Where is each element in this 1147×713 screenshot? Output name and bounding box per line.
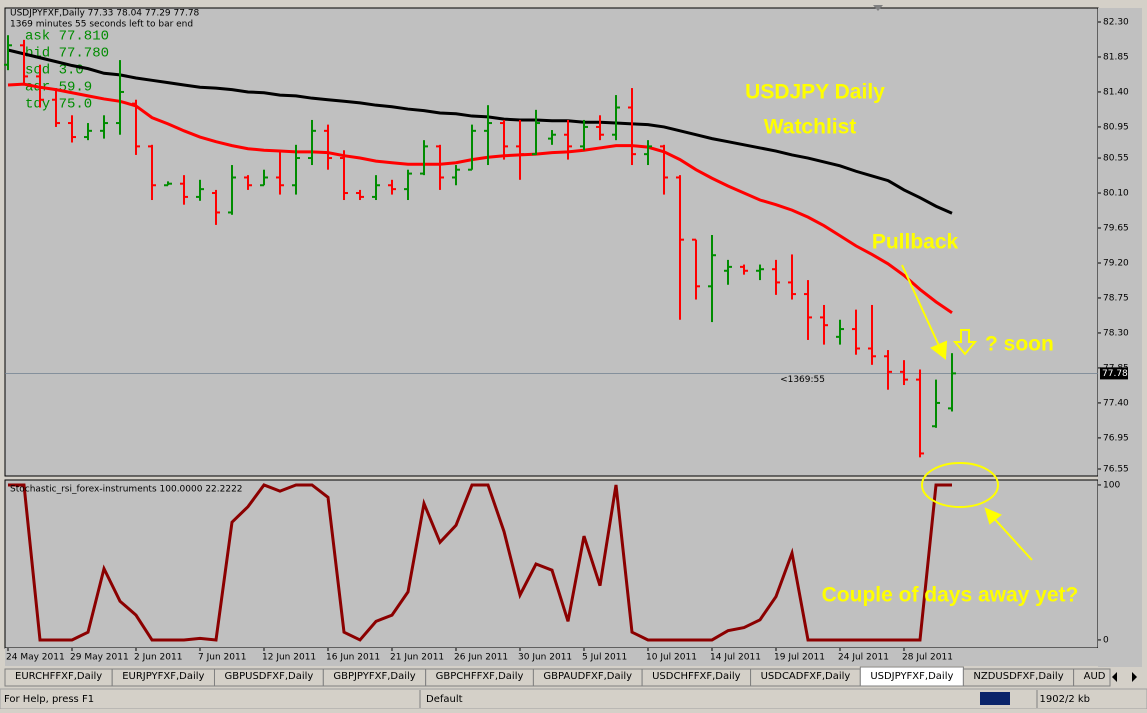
down-arrow [952,329,978,356]
annotation-shapes [901,264,1033,561]
y-tick-label: 77.40 [1103,398,1129,408]
tab-label[interactable]: GBPUSDFXF,Daily [224,671,313,682]
status-help: For Help, press F1 [4,694,94,705]
countdown: <1369:55 [780,375,825,385]
last-price-label: 77.78 [1102,369,1128,379]
x-tick-label: 24 May 2011 [6,653,65,663]
chart-subheader: 1369 minutes 55 seconds left to bar end [10,20,193,30]
status-traffic: 1902/2 kb [1040,694,1091,705]
moving-average [7,82,953,314]
tab-label[interactable]: USDCADFXF,Daily [761,671,851,682]
status-profile: Default [426,694,463,705]
last-price-box [1100,367,1128,380]
y-tick-label: 0 [1103,635,1109,645]
chart: 82.30 81.85 81.40 80.95 80.55 80.10 79.65 79.20… [4,17,1129,663]
y-tick-label: 82.30 [1103,17,1129,27]
y-tick-label: 80.55 [1103,154,1129,164]
y-tick-label: 81.40 [1103,87,1129,97]
indicator-line [8,483,952,642]
x-tick-label: 26 Jun 2011 [454,653,508,663]
x-tick-label: 10 Jul 2011 [646,653,697,663]
x-tick-label: 28 Jul 2011 [902,653,953,663]
y-tick-label: 78.30 [1103,328,1129,338]
x-tick-label: 7 Jun 2011 [198,653,246,663]
x-tick-label: 5 Jul 2011 [582,653,627,663]
connection-indicator [980,692,1010,705]
y-tick-label: 76.95 [1103,433,1129,443]
y-tick-label: 79.20 [1103,258,1129,268]
y-tick-label: 76.55 [1103,465,1129,475]
indicator-label: Stochastic_rsi_forex-instruments 100.000… [10,485,243,495]
time-scale [5,648,1098,666]
y-tick-label: 100 [1103,480,1120,490]
annotation: Watchlist [764,116,857,139]
x-tick-label: 29 May 2011 [70,653,129,663]
annotation: ? soon [985,333,1054,356]
status-bar [0,688,1147,710]
info-line: bid 77.780 [25,46,109,62]
chart-header: USDJPYFXF,Daily 77.33 78.04 77.29 77.78 [10,9,200,19]
tab-label[interactable]: GBPAUDFXF,Daily [543,671,632,682]
x-tick-label: 30 Jun 2011 [518,653,572,663]
tabs: EURCHFFXF,Daily EURJPYFXF,Daily GBPUSDFXF,… [4,666,1111,687]
indicator-panel [4,479,1099,649]
tab[interactable] [1073,668,1111,687]
annotation: USDJPY Daily [745,81,885,104]
tab-scroll-right[interactable] [1132,672,1137,682]
moving-average [7,48,953,215]
y-tick-label: 78.75 [1103,293,1129,303]
shift-marker [873,5,883,11]
info-line: ask 77.810 [25,29,109,45]
highlight-ellipse [921,462,999,508]
x-tick-label: 12 Jun 2011 [262,653,316,663]
tab-label[interactable]: AUD [1084,671,1106,682]
arrow-head [984,507,1002,525]
tab-label[interactable]: NZDUSDFXF,Daily [973,671,1063,682]
price-scale [1098,8,1142,668]
arrow-line [989,513,1033,561]
info-line: tdy 75.0 [25,97,92,113]
y-tick-label: 80.10 [1103,189,1129,199]
arrow-line [901,264,941,349]
tab-label[interactable]: USDJPYFXF,Daily [870,671,953,682]
info-line: adr 59.9 [25,80,92,96]
x-tick-label: 19 Jul 2011 [774,653,825,663]
x-tick-label: 16 Jun 2011 [326,653,380,663]
x-tick-label: 14 Jul 2011 [710,653,761,663]
annotation: Couple of days away yet? [822,584,1079,607]
y-tick-label: 81.85 [1103,52,1129,62]
tab-label[interactable]: USDCHFFXF,Daily [652,671,741,682]
tab-label[interactable]: GBPJPYFXF,Daily [333,671,415,682]
tab-scroll-left[interactable] [1112,672,1117,682]
tab-label[interactable]: EURCHFFXF,Daily [15,671,102,682]
x-tick-label: 24 Jul 2011 [838,653,889,663]
x-tick-label: 2 Jun 2011 [134,653,182,663]
x-tick-label: 21 Jun 2011 [390,653,444,663]
y-tick-label: 80.95 [1103,122,1129,132]
annotation: Pullback [872,231,959,254]
tab-label[interactable]: EURJPYFXF,Daily [122,671,204,682]
tab-label[interactable]: GBPCHFFXF,Daily [436,671,524,682]
arrow-head [930,340,948,360]
y-tick-label: 79.65 [1103,224,1129,234]
